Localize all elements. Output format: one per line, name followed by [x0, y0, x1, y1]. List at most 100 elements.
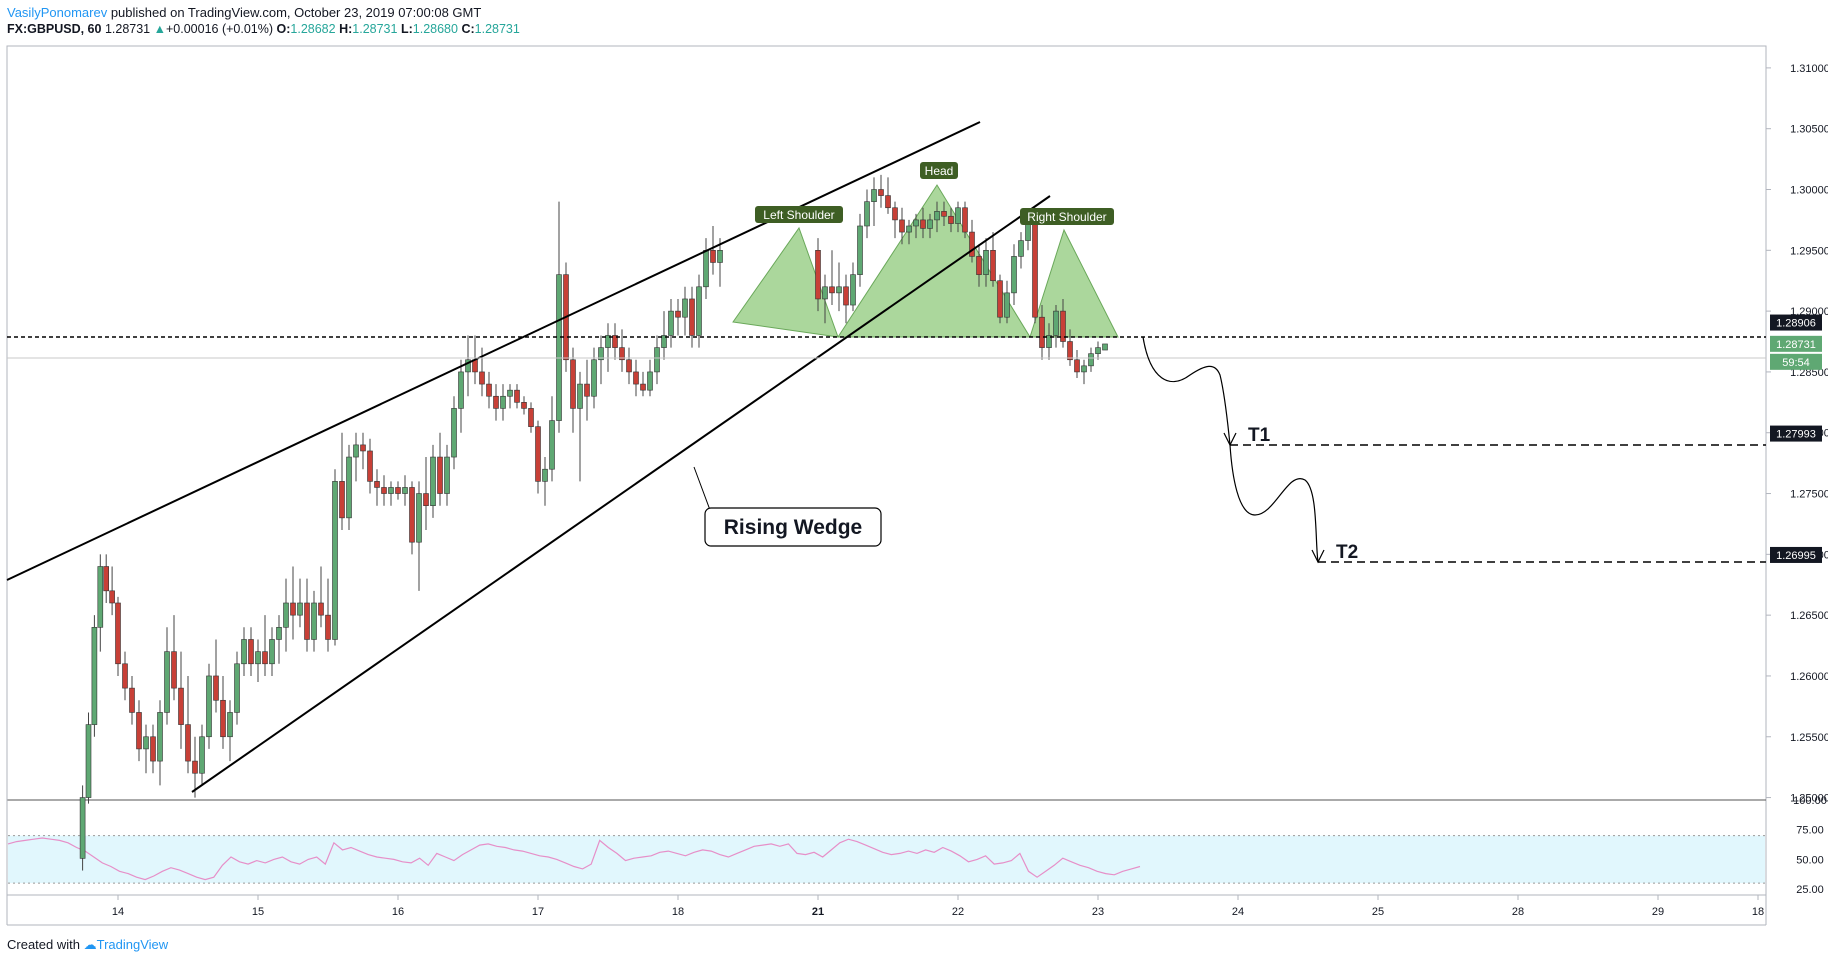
candle: [836, 262, 842, 312]
candle: [269, 627, 275, 676]
candle: [97, 554, 104, 652]
candle: [227, 700, 233, 762]
candle: [675, 298, 681, 336]
candle: [661, 311, 667, 360]
candle-body: [192, 760, 198, 774]
candle-body: [1004, 292, 1010, 318]
tradingview-link[interactable]: TradingView: [96, 937, 169, 952]
candle: [136, 700, 142, 762]
candle: [570, 347, 576, 433]
candle: [948, 207, 954, 233]
time-tick-label: 18: [672, 906, 684, 918]
candle-body: [570, 359, 576, 409]
candle-body: [430, 456, 436, 506]
change-value: +0.00016 (+0.01%): [166, 22, 274, 36]
candle-body: [542, 468, 548, 482]
candle: [248, 627, 254, 676]
candle-body: [878, 189, 884, 196]
tag-label: 1.27993: [1776, 429, 1816, 441]
candle-body: [591, 359, 597, 397]
candle-body: [1081, 365, 1087, 373]
time-tick-label: 25: [1372, 906, 1384, 918]
left-shoulder-triangle: [732, 226, 839, 338]
candle-body: [374, 481, 380, 488]
time-tick-label: 14: [112, 906, 124, 918]
candle: [85, 712, 92, 804]
candle: [976, 244, 982, 287]
candle-body: [178, 687, 184, 725]
time-tick-label: 17: [532, 906, 544, 918]
tag-background: [1770, 425, 1822, 442]
candle: [297, 578, 303, 628]
candle-body: [598, 347, 604, 361]
candle: [332, 469, 338, 646]
candle: [1060, 298, 1066, 348]
candle-body: [1018, 240, 1024, 257]
candle: [899, 207, 905, 245]
price-tick-label: 1.25000: [1790, 793, 1828, 805]
candle: [990, 232, 996, 287]
candle: [822, 274, 828, 324]
left-shoulder-badge: [755, 206, 843, 223]
candle-body: [339, 481, 345, 519]
candle: [633, 359, 639, 397]
candle-body: [836, 286, 842, 294]
time-tick-label: 16: [392, 906, 404, 918]
candle: [500, 384, 506, 421]
candle-body: [136, 712, 142, 750]
rsi-band: [8, 835, 1765, 884]
candle: [668, 298, 674, 348]
open-label: O:: [276, 22, 291, 36]
rsi-pane[interactable]: 100.00 75.00 50.00 25.00: [7, 795, 1827, 896]
candle: [577, 371, 583, 482]
candle: [311, 590, 317, 652]
wedge-callout-box: [704, 507, 882, 547]
candle-body: [647, 371, 653, 391]
last-price-tag: 1.28731: [1770, 335, 1822, 352]
price-pane[interactable]: [6, 45, 1767, 801]
candle-body: [871, 189, 877, 202]
candle: [871, 177, 877, 226]
candle-body: [948, 215, 954, 224]
candle-body: [864, 201, 870, 227]
head-label: Head: [925, 164, 954, 178]
candle-body: [857, 225, 863, 275]
candle: [185, 675, 191, 774]
candle-body: [577, 383, 583, 409]
candle: [843, 274, 849, 324]
candle-body: [661, 335, 667, 348]
candle: [234, 651, 240, 725]
price-tick-label: 1.29500: [1790, 245, 1828, 257]
candle: [388, 481, 394, 506]
candle: [143, 724, 149, 774]
candle-body: [1095, 347, 1101, 354]
candle: [535, 420, 541, 494]
candle-body: [1039, 316, 1045, 348]
author-link[interactable]: VasilyPonomarev: [7, 5, 108, 20]
tag-label: 1.26995: [1776, 550, 1816, 562]
candle-body: [325, 614, 331, 640]
price-tags: 1.28906 1.28731 59:54 1.27993 1.26995: [1770, 314, 1822, 563]
candle: [346, 444, 352, 531]
candle: [423, 457, 429, 531]
time-tick-label: 29: [1652, 906, 1664, 918]
candle: [241, 627, 247, 676]
candle: [157, 700, 163, 786]
candle-body: [115, 602, 121, 665]
candle: [1039, 305, 1045, 360]
candle-body: [822, 286, 828, 300]
wedge-upper-line: [6, 121, 981, 581]
candle-body: [521, 402, 527, 409]
candle-body: [465, 359, 471, 373]
price-tick-label: 1.31000: [1790, 63, 1828, 75]
candle: [395, 481, 401, 500]
candle-body: [507, 389, 513, 397]
candle: [689, 286, 695, 348]
candle: [402, 475, 408, 506]
candle: [283, 578, 289, 652]
candle: [1032, 213, 1038, 324]
candle: [493, 384, 499, 421]
candle: [857, 213, 863, 287]
time-axis[interactable]: 14 15 16 17 18 21 22 23 24 25 28 29 18: [112, 895, 1764, 918]
